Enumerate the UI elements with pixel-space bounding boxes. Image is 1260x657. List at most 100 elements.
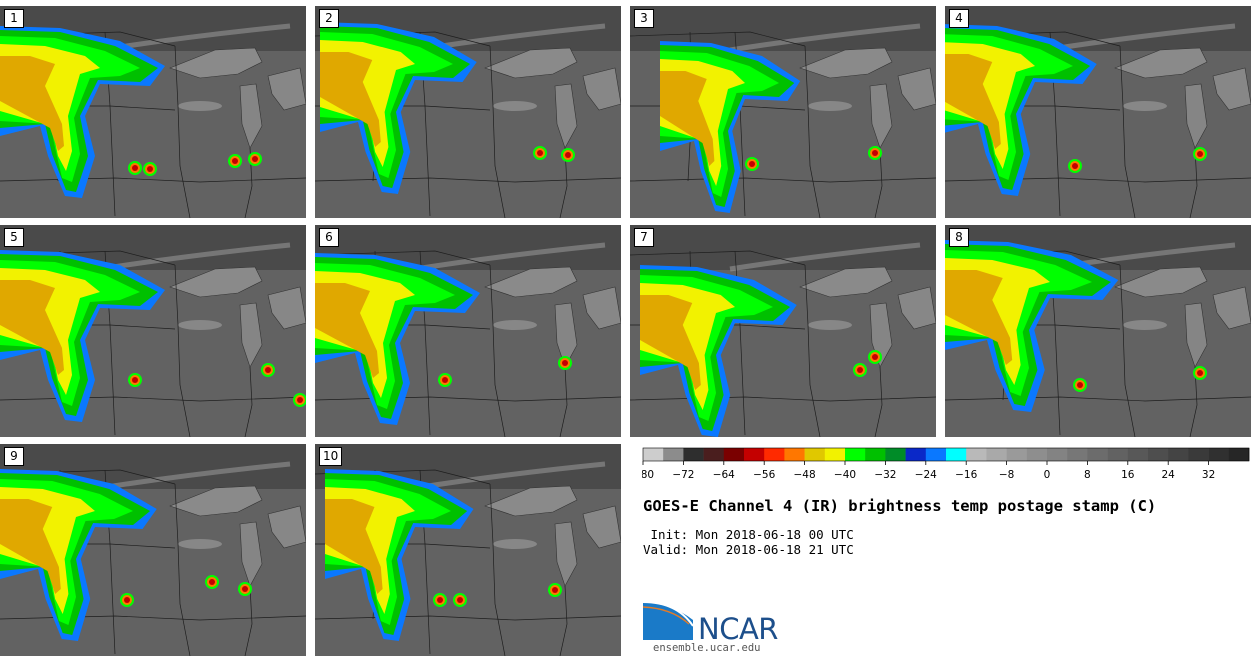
lake-huron — [582, 67, 621, 111]
cloud-streak — [99, 461, 291, 491]
convective-cell-top — [1077, 382, 1083, 388]
colorbar-tick-label: 0 — [1044, 469, 1051, 481]
state-border — [630, 31, 806, 47]
lake-huron — [582, 286, 621, 330]
lake-michigan — [554, 521, 578, 587]
lake-michigan — [239, 302, 263, 368]
convective-cell-top — [132, 165, 138, 171]
colorbar-swatch — [966, 448, 987, 461]
panel-number: 1 — [4, 9, 24, 28]
member-panel-8: 8 — [945, 225, 1251, 437]
ir-map-1 — [0, 6, 306, 218]
convective-cell-top — [442, 377, 448, 383]
colorbar-tick-label: −64 — [713, 469, 735, 481]
cloud-patch — [808, 101, 852, 111]
ir-map-4 — [945, 6, 1251, 218]
lake-michigan — [869, 83, 893, 149]
lake-superior — [169, 485, 263, 517]
lake-huron — [267, 67, 306, 111]
cloud-patch — [178, 101, 222, 111]
colorbar-tick-label: −8 — [999, 469, 1014, 481]
storm-complex — [0, 250, 165, 422]
cloud-top-layer — [315, 283, 379, 378]
ir-map-10 — [315, 444, 621, 656]
lake-superior — [799, 47, 893, 79]
colorbar-tick-label: 16 — [1121, 469, 1135, 481]
ir-map-2 — [315, 6, 621, 218]
state-border — [315, 250, 491, 266]
colorbar-swatch — [683, 448, 704, 461]
cloud-patch — [1123, 101, 1167, 111]
colorbar-swatch — [1168, 448, 1189, 461]
state-border — [174, 264, 191, 437]
colorbar-tick-label: −16 — [955, 469, 977, 481]
convective-cell-top — [565, 152, 571, 158]
lake-superior — [169, 47, 263, 79]
lake-michigan — [554, 83, 578, 149]
cloud-top-layer — [945, 270, 1013, 365]
cloud-top-layer — [640, 295, 701, 390]
colorbar-tick-label: −80 — [642, 469, 654, 481]
colorbar-swatch — [723, 448, 745, 461]
lake-superior — [484, 266, 578, 298]
convective-cell-top — [232, 158, 238, 164]
lake-michigan — [239, 521, 263, 587]
convective-cell-top — [297, 397, 303, 403]
storm-complex — [315, 253, 480, 425]
colorbar-swatch — [643, 448, 664, 461]
member-panel-5: 5 — [0, 225, 306, 437]
state-border — [874, 366, 883, 437]
cloud-streak — [99, 242, 291, 272]
colorbar-tick-label: 32 — [1202, 469, 1215, 481]
panel-number: 7 — [634, 228, 654, 247]
convective-cell-top — [749, 161, 755, 167]
state-border — [559, 366, 568, 437]
cloud-patch — [808, 320, 852, 330]
storm-complex — [320, 22, 477, 194]
colorbar-swatch — [1067, 448, 1088, 461]
convective-cell-top — [457, 597, 463, 603]
lake-superior — [484, 47, 578, 79]
convective-cell-top — [1197, 151, 1203, 157]
colorbar-swatch — [1127, 448, 1149, 461]
colorbar-swatch — [946, 448, 967, 461]
lake-michigan — [554, 302, 578, 368]
colorbar-frame — [642, 447, 1250, 462]
storm-complex — [945, 240, 1119, 412]
lake-huron — [897, 286, 936, 330]
convective-cell-top — [147, 166, 153, 172]
convective-cell-top — [857, 367, 863, 373]
storm-complex — [945, 24, 1097, 196]
colorbar-tick-label: −24 — [915, 469, 937, 481]
panel-number: 8 — [949, 228, 969, 247]
colorbar-swatch — [1006, 448, 1028, 461]
lake-huron — [267, 505, 306, 549]
convective-cell-top — [252, 156, 258, 162]
state-border — [1119, 45, 1136, 218]
colorbar-tick-label: 24 — [1162, 469, 1176, 481]
panel-number: 6 — [319, 228, 339, 247]
panel-number: 10 — [319, 447, 343, 466]
colorbar-tick-label: −72 — [672, 469, 694, 481]
storm-complex — [0, 469, 157, 641]
lake-huron — [1212, 67, 1251, 111]
convective-cell-top — [265, 367, 271, 373]
convective-cell-top — [132, 377, 138, 383]
colorbar-swatch — [744, 448, 765, 461]
lake-superior — [1114, 266, 1208, 298]
figure-title: GOES-E Channel 4 (IR) brightness temp po… — [643, 497, 1157, 515]
state-border — [489, 264, 506, 437]
colorbar-swatch — [905, 448, 927, 461]
lake-huron — [267, 286, 306, 330]
state-border — [0, 177, 306, 183]
state-border — [945, 396, 1251, 402]
cloud-patch — [1123, 320, 1167, 330]
state-border — [804, 45, 821, 218]
convective-cell-top — [437, 597, 443, 603]
cloud-streak — [414, 242, 606, 272]
storm-complex — [325, 469, 474, 641]
state-border — [489, 45, 506, 218]
lake-michigan — [1184, 83, 1208, 149]
convective-cell-top — [562, 360, 568, 366]
storm-complex — [640, 265, 797, 437]
